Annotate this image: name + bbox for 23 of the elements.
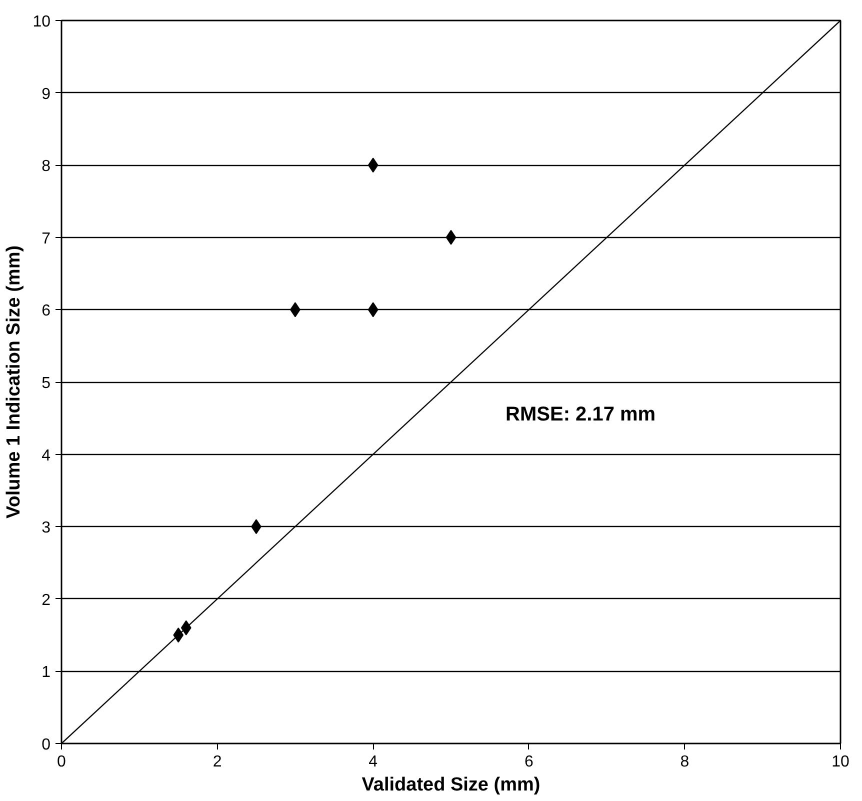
- y-tick-label: 1: [42, 664, 51, 682]
- point: [446, 230, 456, 245]
- y-tick-label: 5: [42, 375, 51, 392]
- y-tick-label: 3: [42, 520, 51, 537]
- y-tick-label: 10: [32, 14, 51, 30]
- y-tick-label: 0: [42, 736, 51, 754]
- x-tick-label: 4: [368, 754, 378, 770]
- y-tick-label: 4: [42, 447, 51, 464]
- point: [368, 302, 378, 318]
- point: [368, 158, 378, 173]
- x-tick-label: 2: [212, 754, 222, 770]
- y-tick-label: 8: [42, 158, 51, 176]
- x-axis-title: Validated Size (mm): [362, 774, 540, 796]
- y-tick-label: 9: [42, 86, 51, 103]
- x-tick-label: 6: [524, 754, 534, 770]
- y-tick-label: 2: [42, 592, 51, 609]
- y-tick-label: 6: [42, 302, 51, 320]
- x-tick-label: 10: [832, 754, 850, 770]
- y-tick-label: 7: [42, 230, 51, 248]
- annotation: RMSE: 2.17 mm: [506, 403, 656, 426]
- x-tick-label: 8: [680, 754, 690, 770]
- y-axis-title: Volume 1 Indication Size (mm): [4, 245, 25, 519]
- x-tick-label: 0: [57, 754, 66, 770]
